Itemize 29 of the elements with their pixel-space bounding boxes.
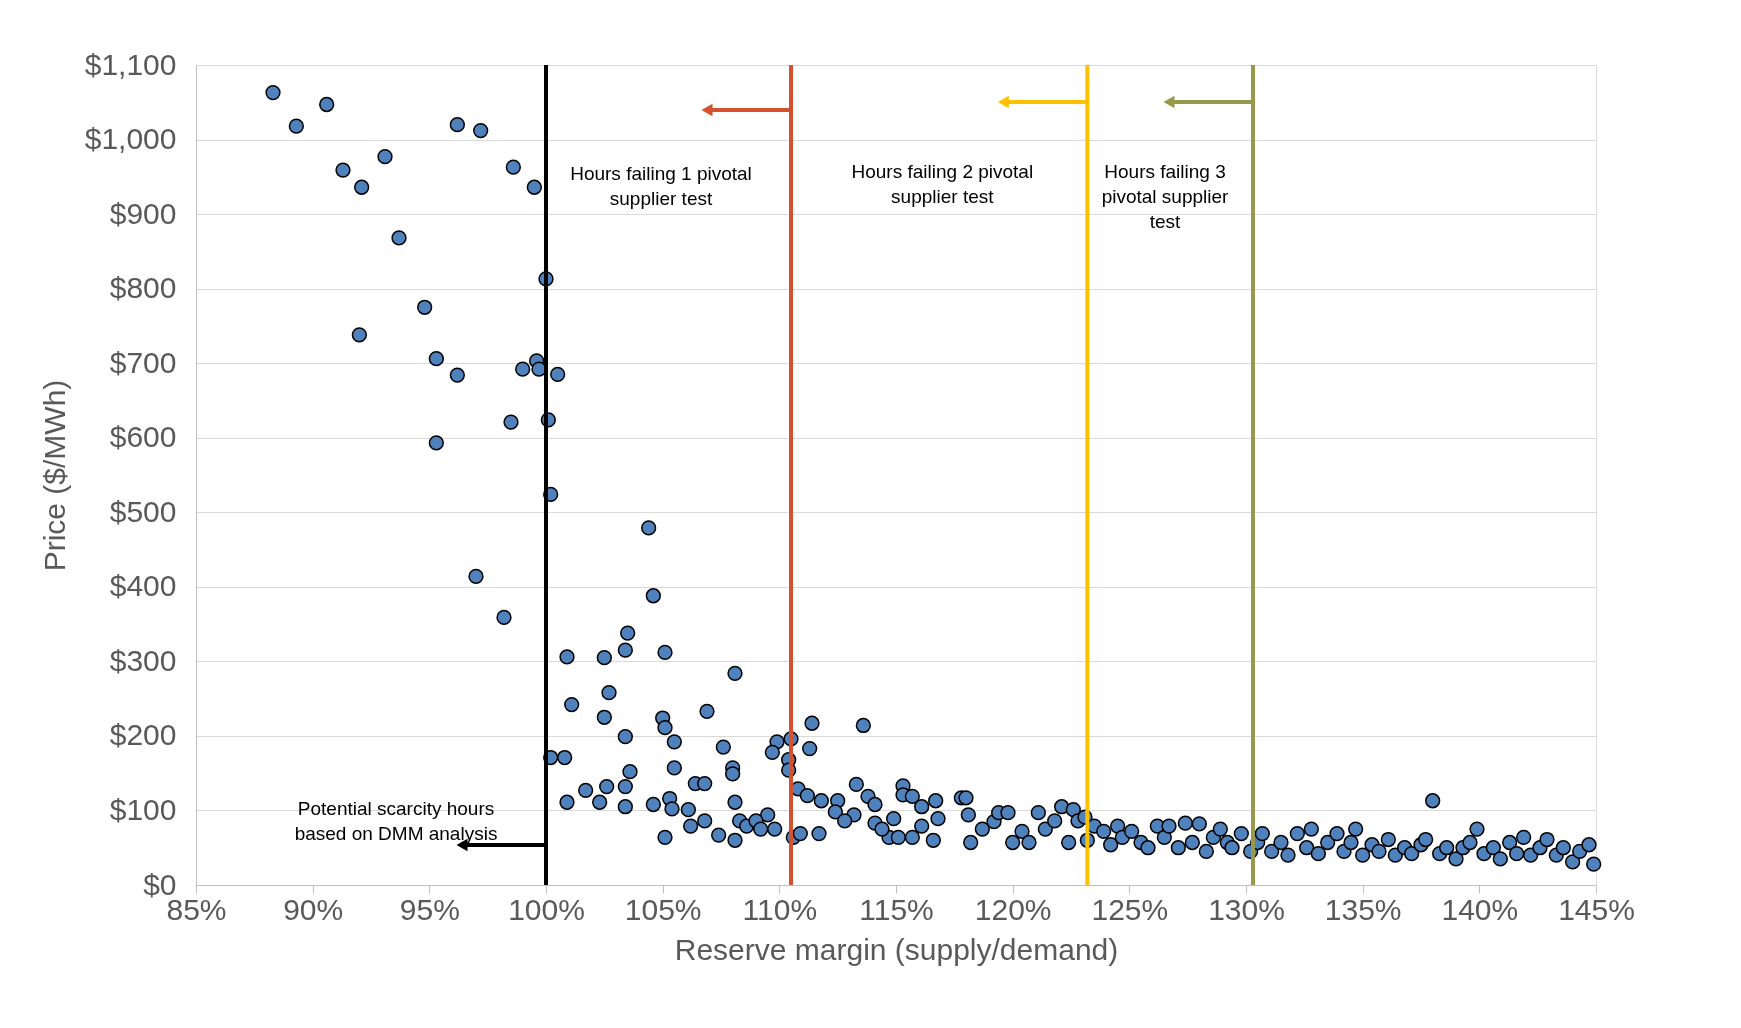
x-tick-label: 135% [1324, 892, 1402, 926]
ref-line-label: Hours failing 2 pivotal supplier test [851, 161, 1034, 207]
ref-line-label: Hours failing 3 pivotal supplier test [1101, 161, 1230, 232]
ref-line-label: Hours failing 1 pivotal supplier test [570, 163, 752, 209]
y-tick-label: $200 [109, 718, 177, 752]
x-tick-label: 105% [624, 892, 702, 926]
x-tick-label: 125% [1091, 892, 1169, 926]
y-tick-label: $1,000 [84, 122, 177, 156]
x-tick-label: 100% [508, 892, 585, 926]
y-axis-title: Price ($/MWh) [37, 379, 71, 572]
y-tick-label: $900 [109, 196, 177, 230]
x-tick-label: 115% [859, 892, 934, 926]
x-tick-label: 95% [399, 892, 460, 926]
y-tick-label: $700 [109, 345, 177, 379]
x-tick-label: 120% [974, 892, 1052, 926]
y-tick-label: $1,100 [84, 47, 177, 81]
y-tick-label: $600 [109, 420, 177, 454]
y-tick-label: $500 [109, 494, 177, 528]
x-tick-label: 90% [283, 892, 344, 926]
y-tick-label: $400 [109, 569, 177, 603]
y-tick-label: $300 [109, 643, 177, 677]
x-axis-title: Reserve margin (supply/demand) [674, 932, 1119, 966]
x-tick-label: 145% [1558, 892, 1635, 926]
y-tick-label: $100 [109, 792, 177, 826]
y-tick-label: $800 [109, 271, 177, 305]
x-tick-label: 130% [1208, 892, 1285, 926]
x-tick-label: 110% [742, 892, 818, 926]
x-tick-label: 140% [1441, 892, 1519, 926]
ref-line-label: Potential scarcity hours based on DMM analysis [294, 798, 498, 844]
